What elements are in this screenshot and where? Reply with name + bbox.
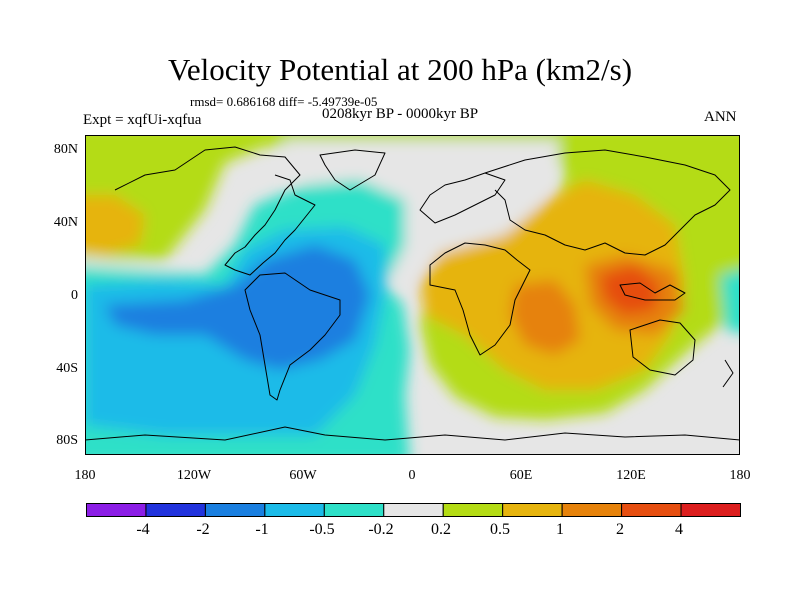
colorbar-label-5: -0.2 bbox=[368, 521, 394, 538]
negative-field-east-edge bbox=[720, 270, 740, 333]
positive-field-peak bbox=[600, 265, 660, 315]
lat-label-eq: 0 bbox=[71, 288, 78, 303]
coast-north-america bbox=[114, 146, 316, 276]
colorbar-box-11 bbox=[680, 503, 741, 517]
coast-new-zealand bbox=[722, 359, 734, 388]
colorbar-box-8 bbox=[502, 503, 563, 517]
colorbar bbox=[86, 503, 741, 517]
lat-label-40n: 40N bbox=[53, 215, 78, 230]
lon-label-0: 0 bbox=[408, 468, 416, 483]
lon-label-120e: 120E bbox=[616, 468, 646, 483]
lon-label-60w: 60W bbox=[289, 468, 317, 483]
colorbar-label-2: -2 bbox=[196, 521, 210, 538]
lon-label-120w: 120W bbox=[176, 468, 212, 483]
colorbar-label-1: -4 bbox=[136, 521, 150, 538]
lat-label-80s: 80S bbox=[56, 433, 78, 448]
coast-australia bbox=[629, 319, 696, 376]
colorbar-label-8: 1 bbox=[556, 521, 564, 538]
lat-label-40s: 40S bbox=[56, 361, 78, 376]
positive-field-mid-north-pacific bbox=[85, 195, 145, 255]
colorbar-box-9 bbox=[561, 503, 623, 517]
positive-field-strong bbox=[510, 280, 580, 355]
colorbar-label-7: 0.5 bbox=[490, 521, 510, 538]
colorbar-box-7 bbox=[442, 503, 504, 517]
colorbar-box-10 bbox=[621, 503, 682, 517]
colorbar-box-1 bbox=[86, 503, 147, 517]
colorbar-label-4: -0.5 bbox=[309, 521, 335, 538]
negative-field-strong bbox=[105, 245, 370, 370]
colorbar-label-3: -1 bbox=[255, 521, 269, 538]
stats-label: rmsd= 0.686168 diff= -5.49739e-05 bbox=[190, 94, 378, 109]
map-panel bbox=[85, 135, 740, 455]
colorbar-box-5 bbox=[323, 503, 385, 517]
coast-europe bbox=[419, 172, 506, 224]
colorbar-box-2 bbox=[145, 503, 206, 517]
coast-greenland bbox=[319, 149, 386, 191]
colorbar-label-6: 0.2 bbox=[431, 521, 451, 538]
lon-label-180w: 180 bbox=[74, 468, 96, 483]
colorbar-box-6 bbox=[383, 503, 444, 517]
figure-title: Velocity Potential at 200 hPa (km2/s) bbox=[167, 52, 633, 87]
colorbar-label-9: 2 bbox=[616, 521, 624, 538]
coast-south-america bbox=[244, 272, 341, 401]
colorbar-label-10: 4 bbox=[675, 521, 683, 538]
lon-label-60e: 60E bbox=[509, 468, 533, 483]
lon-label-180e: 180 bbox=[729, 468, 751, 483]
colorbar-box-4 bbox=[264, 503, 325, 517]
colorbar-box-3 bbox=[204, 503, 266, 517]
coast-asia bbox=[484, 149, 731, 256]
period-label: 0208kyr BP - 0000kyr BP bbox=[322, 106, 479, 122]
coast-indonesia bbox=[619, 282, 686, 301]
season-label: ANN bbox=[704, 109, 737, 125]
experiment-label: Expt = xqfUi-xqfua bbox=[83, 112, 202, 128]
coast-africa bbox=[429, 242, 531, 356]
coast-antarctica bbox=[85, 426, 740, 441]
map-frame bbox=[85, 135, 740, 455]
lat-label-80n: 80N bbox=[53, 142, 78, 157]
